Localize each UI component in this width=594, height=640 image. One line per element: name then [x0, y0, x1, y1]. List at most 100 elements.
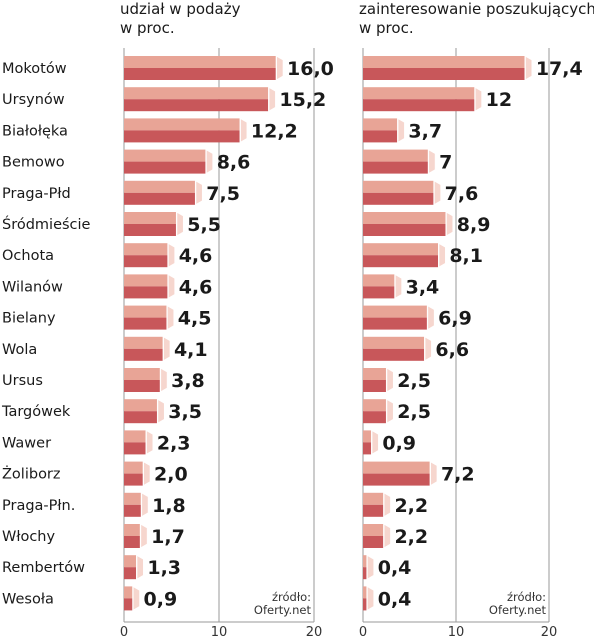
value-label-interest-wola: 6,6 — [435, 339, 469, 361]
value-label-interest-targowek: 2,5 — [397, 401, 431, 423]
bar-bottom-supply-17 — [124, 598, 133, 611]
bar-end-interest-14 — [383, 492, 391, 518]
category-label-ursus: Ursus — [2, 373, 43, 389]
bar-bottom-interest-6 — [363, 255, 439, 268]
value-label-supply-wilanow: 4,6 — [179, 276, 213, 298]
bar-top-interest-12 — [363, 430, 372, 443]
bar-bottom-interest-0 — [363, 68, 525, 80]
bar-top-supply-3 — [124, 149, 206, 162]
bar-top-interest-0 — [363, 56, 525, 68]
bar-interest-praga-pld — [363, 180, 441, 206]
value-label-supply-srodmiescie: 5,5 — [187, 214, 221, 236]
bar-supply-wola — [124, 336, 171, 362]
value-label-supply-bielany: 4,5 — [178, 308, 212, 330]
value-label-interest-bemowo: 7 — [439, 152, 452, 174]
value-label-interest-ochota: 8,1 — [449, 245, 483, 267]
bar-supply-bemowo — [124, 149, 213, 175]
bar-bottom-interest-7 — [363, 286, 395, 299]
value-label-interest-wlochy: 2,2 — [394, 526, 428, 548]
bar-end-supply-16 — [136, 554, 144, 580]
bar-bottom-supply-5 — [124, 224, 177, 236]
bar-top-interest-13 — [363, 461, 430, 474]
category-label-mokotow: Mokotów — [2, 61, 67, 77]
panel-title-interest-line-1: zainteresowanie poszukujących — [359, 0, 594, 18]
bar-end-interest-16 — [366, 554, 375, 580]
bar-top-interest-9 — [363, 336, 425, 349]
bar-bottom-interest-12 — [363, 442, 372, 455]
bar-supply-wawer — [124, 429, 154, 455]
bar-top-interest-4 — [363, 180, 434, 193]
bar-supply-targowek — [124, 398, 165, 424]
x-tick-supply-0: 0 — [120, 625, 128, 640]
bar-end-supply-15 — [139, 523, 148, 549]
bar-supply-wlochy — [124, 523, 148, 549]
bar-end-supply-11 — [156, 398, 165, 424]
value-label-interest-praga-pln: 2,2 — [394, 495, 428, 517]
bar-top-supply-10 — [124, 368, 161, 380]
bar-interest-bialoleka — [363, 117, 405, 143]
source-note-interest-line-1: źródło: — [507, 590, 546, 604]
bar-interest-targowek — [363, 398, 394, 424]
bar-top-supply-0 — [124, 56, 276, 68]
panel-title-interest-line-2: w proc. — [359, 19, 414, 37]
bar-bottom-supply-6 — [124, 255, 168, 268]
value-label-supply-bialoleka: 12,2 — [251, 120, 298, 142]
value-label-interest-praga-pld: 7,6 — [445, 183, 479, 205]
bar-top-interest-11 — [363, 399, 387, 412]
value-label-supply-wola: 4,1 — [174, 339, 208, 361]
bar-interest-srodmiescie — [363, 211, 454, 237]
bar-end-supply-10 — [159, 367, 168, 393]
bar-bottom-supply-1 — [124, 99, 269, 112]
bar-supply-wesola — [124, 585, 140, 611]
category-label-bemowo: Bemowo — [2, 155, 65, 171]
bar-end-interest-9 — [424, 336, 432, 362]
bar-top-supply-11 — [124, 399, 158, 412]
x-tick-interest-0: 0 — [359, 625, 367, 640]
bar-end-supply-14 — [140, 492, 149, 518]
x-tick-supply-2: 20 — [306, 625, 323, 640]
bar-top-supply-8 — [124, 305, 167, 318]
bar-bottom-supply-10 — [124, 380, 161, 392]
bar-end-supply-12 — [145, 429, 154, 455]
bar-bottom-interest-13 — [363, 473, 430, 486]
bar-top-supply-14 — [124, 492, 142, 505]
bar-bottom-supply-0 — [124, 68, 276, 80]
bar-interest-zoliborz — [363, 461, 438, 487]
value-label-interest-wawer: 0,9 — [382, 432, 416, 454]
bar-end-supply-1 — [268, 86, 276, 112]
bar-end-supply-9 — [162, 336, 171, 362]
bar-interest-wesola — [363, 585, 375, 611]
bar-end-supply-0 — [275, 55, 284, 81]
bar-top-supply-5 — [124, 212, 177, 224]
value-label-supply-ursynow: 15,2 — [279, 89, 326, 111]
bar-end-interest-8 — [426, 305, 435, 331]
bar-top-interest-15 — [363, 524, 384, 536]
bar-top-interest-7 — [363, 274, 395, 287]
value-label-supply-rembertow: 1,3 — [147, 557, 181, 579]
category-label-wola: Wola — [2, 342, 37, 358]
panel-title-supply-line-1: udział w podaży — [120, 0, 241, 18]
value-label-supply-zoliborz: 2,0 — [154, 464, 188, 486]
bar-bottom-interest-2 — [363, 130, 398, 143]
value-label-supply-bemowo: 8,6 — [217, 152, 251, 174]
value-label-interest-mokotow: 17,4 — [536, 58, 583, 80]
bar-end-supply-13 — [142, 461, 151, 487]
category-label-srodmiescie: Śródmieście — [2, 215, 91, 233]
bar-supply-mokotow — [124, 55, 284, 81]
bar-end-supply-6 — [167, 242, 175, 268]
category-label-wlochy: Włochy — [2, 529, 55, 545]
bar-end-interest-4 — [433, 180, 441, 206]
bar-top-interest-2 — [363, 118, 398, 131]
category-label-bielany: Bielany — [2, 311, 56, 327]
value-label-interest-zoliborz: 7,2 — [441, 464, 475, 486]
bar-bottom-supply-12 — [124, 442, 146, 455]
bar-top-interest-3 — [363, 149, 429, 162]
bar-bottom-interest-3 — [363, 161, 429, 174]
category-label-wawer: Wawer — [2, 435, 51, 451]
value-label-supply-praga-pln: 1,8 — [152, 495, 186, 517]
category-label-ursynow: Ursynów — [2, 92, 65, 108]
value-label-supply-wesola: 0,9 — [144, 588, 178, 610]
bar-end-interest-6 — [438, 242, 446, 268]
bar-end-interest-2 — [397, 117, 405, 143]
